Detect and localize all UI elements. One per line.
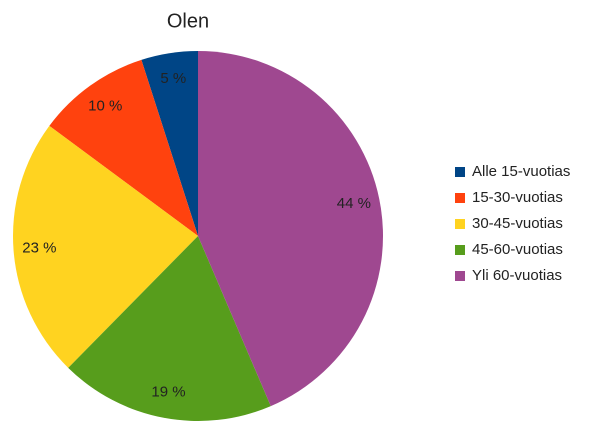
legend-swatch — [455, 271, 465, 281]
legend-swatch — [455, 245, 465, 255]
pie-slice — [68, 236, 271, 421]
legend-label: Alle 15-vuotias — [472, 163, 570, 180]
legend-label: 15-30-vuotias — [472, 189, 563, 206]
legend-label: 30-45-vuotias — [472, 215, 563, 232]
pie-slice — [49, 59, 199, 236]
pie-slice — [141, 51, 198, 236]
chart-title: Olen — [167, 10, 209, 32]
legend-label: 45-60-vuotias — [472, 241, 563, 258]
legend-swatch — [455, 167, 465, 177]
data-label: 19 % — [151, 383, 185, 400]
legend-swatch — [455, 219, 465, 229]
pie-slice — [198, 51, 384, 407]
data-label: 5 % — [160, 70, 186, 87]
data-label: 44 % — [337, 195, 371, 212]
pie-slice — [12, 125, 198, 368]
data-label: 10 % — [88, 98, 122, 115]
data-label: 23 % — [22, 239, 56, 256]
legend-swatch — [455, 193, 465, 203]
legend-label: Yli 60-vuotias — [472, 267, 562, 284]
